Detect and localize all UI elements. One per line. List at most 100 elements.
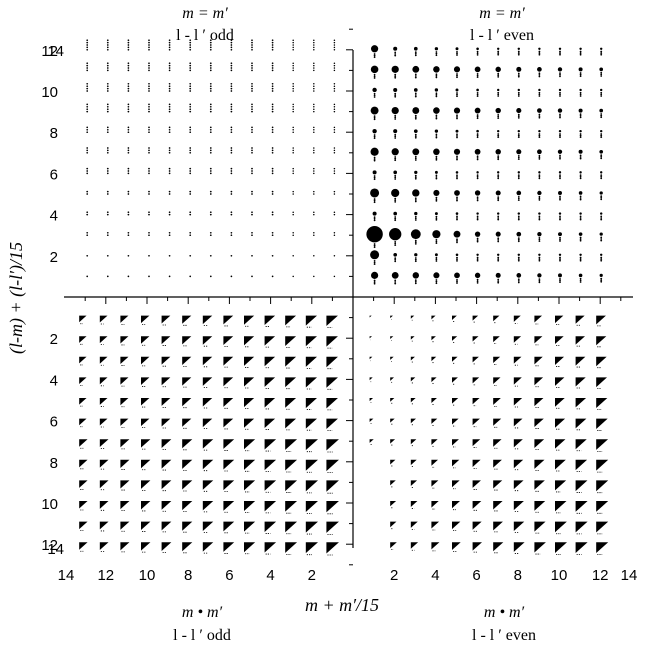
- data-point: [209, 105, 212, 108]
- data-point: [476, 215, 479, 218]
- data-cluster: [472, 542, 482, 551]
- data-point: [292, 108, 294, 110]
- data-point: [538, 195, 541, 198]
- data-point: [313, 103, 315, 106]
- data-point: [538, 116, 541, 119]
- data-point: [372, 170, 377, 175]
- data-point: [559, 279, 561, 282]
- data-point: [495, 231, 501, 237]
- x-tick-label: 8: [514, 567, 522, 584]
- data-cluster: [285, 336, 297, 346]
- data-cluster: [141, 439, 151, 448]
- data-point: [516, 108, 522, 114]
- y-tick-label: 14: [47, 541, 64, 558]
- data-point: [168, 46, 171, 49]
- data-cluster: [410, 521, 418, 528]
- data-point: [516, 273, 522, 278]
- data-point: [86, 64, 89, 67]
- data-point: [559, 154, 561, 157]
- data-cluster: [369, 356, 373, 360]
- data-point: [414, 54, 417, 57]
- data-cluster: [141, 418, 150, 427]
- data-point: [474, 272, 481, 279]
- data-point: [333, 170, 336, 172]
- data-point: [455, 253, 459, 257]
- data-point: [251, 39, 253, 42]
- data-point: [517, 88, 520, 92]
- data-point: [86, 41, 89, 44]
- data-point: [414, 239, 417, 242]
- data-point: [433, 148, 440, 156]
- data-point: [559, 157, 561, 160]
- data-point: [476, 53, 479, 56]
- data-point: [558, 253, 562, 256]
- data-point: [230, 103, 233, 106]
- data-point: [394, 174, 397, 177]
- data-cluster: [390, 336, 394, 339]
- data-point: [292, 46, 294, 49]
- data-cluster: [326, 418, 338, 429]
- data-point: [168, 147, 171, 149]
- data-cluster: [575, 542, 588, 553]
- data-point: [579, 134, 582, 137]
- data-point: [394, 241, 397, 243]
- data-cluster: [244, 439, 256, 450]
- data-point: [579, 175, 582, 178]
- data-point: [370, 188, 380, 198]
- data-point: [579, 156, 582, 158]
- data-point: [599, 273, 603, 277]
- data-point: [292, 106, 294, 108]
- data-point: [209, 103, 212, 106]
- data-point: [579, 157, 582, 160]
- data-cluster: [264, 521, 277, 532]
- data-point: [292, 213, 294, 216]
- data-point: [394, 217, 397, 220]
- data-cluster: [202, 398, 213, 407]
- data-point: [189, 151, 192, 154]
- data-point: [313, 46, 315, 49]
- data-point: [106, 167, 109, 170]
- data-point: [599, 149, 604, 154]
- data-cluster: [305, 439, 318, 451]
- data-point: [538, 218, 541, 221]
- data-cluster: [575, 439, 587, 450]
- data-point: [414, 197, 417, 200]
- data-point: [168, 87, 171, 90]
- data-point: [189, 90, 192, 92]
- data-point: [538, 115, 541, 118]
- data-point: [497, 256, 500, 259]
- data-point: [394, 73, 397, 76]
- data-point: [292, 126, 294, 129]
- data-point: [209, 213, 212, 216]
- data-point: [127, 149, 130, 152]
- data-point: [538, 47, 541, 50]
- data-point: [537, 190, 542, 196]
- data-point: [476, 88, 479, 92]
- data-point: [414, 280, 417, 283]
- data-cluster: [223, 336, 234, 346]
- data-point: [394, 156, 397, 158]
- data-cluster: [534, 418, 544, 428]
- data-cluster: [141, 459, 151, 469]
- data-point: [106, 193, 109, 195]
- data-point: [538, 75, 541, 78]
- data-point: [435, 133, 438, 136]
- x-tick-label: 6: [225, 567, 233, 584]
- data-point: [333, 67, 336, 69]
- data-point: [456, 73, 458, 75]
- data-cluster: [182, 480, 193, 490]
- data-point: [106, 108, 109, 111]
- data-point: [373, 159, 376, 162]
- data-point: [538, 197, 541, 200]
- data-point: [333, 39, 336, 41]
- data-cluster: [555, 480, 567, 491]
- data-point: [453, 148, 461, 155]
- data-point: [189, 231, 192, 234]
- data-point: [292, 147, 294, 149]
- data-point: [435, 280, 438, 283]
- data-point: [476, 117, 479, 120]
- y-tick-label: 10: [41, 496, 58, 513]
- data-point: [127, 193, 130, 195]
- data-point: [372, 211, 377, 216]
- data-point: [251, 67, 253, 69]
